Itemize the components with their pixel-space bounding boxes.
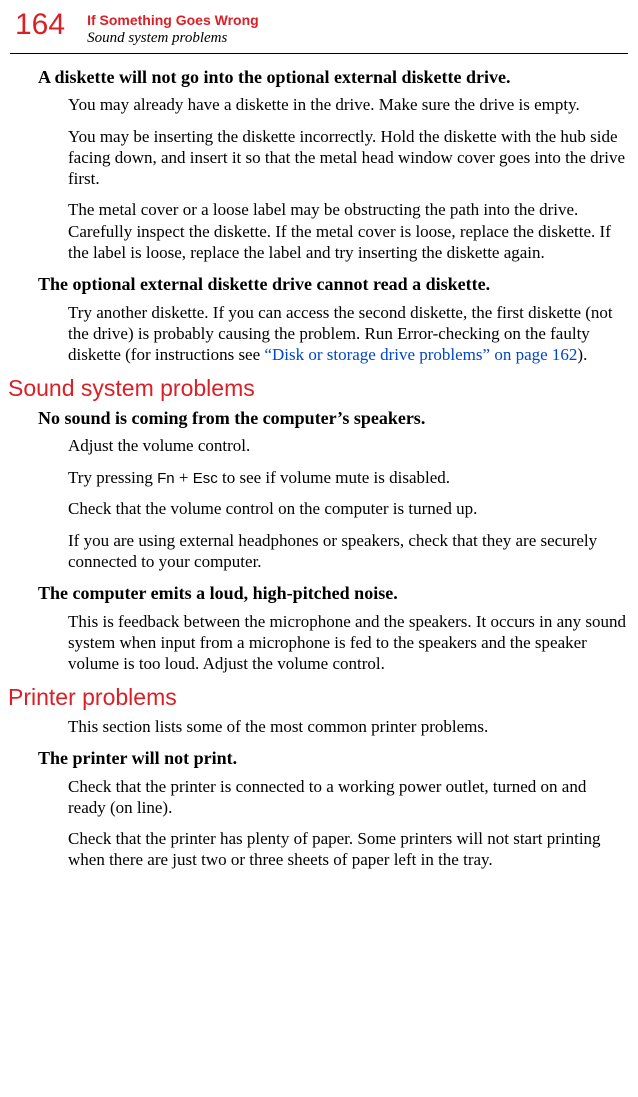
body-paragraph: This is feedback between the microphone … bbox=[68, 611, 628, 675]
body-paragraph: Check that the printer has plenty of pap… bbox=[68, 828, 628, 871]
section-heading: Sound system problems bbox=[8, 375, 628, 403]
problem-heading: The optional external diskette drive can… bbox=[38, 273, 628, 296]
key-esc: Esc bbox=[193, 470, 218, 487]
body-paragraph: Check that the volume control on the com… bbox=[68, 498, 628, 519]
body-paragraph: You may be inserting the diskette incorr… bbox=[68, 126, 628, 190]
body-paragraph: Check that the printer is connected to a… bbox=[68, 776, 628, 819]
cross-reference-link[interactable]: “Disk or storage drive problems” on page… bbox=[264, 345, 577, 364]
page-header: 164 If Something Goes Wrong Sound system… bbox=[10, 0, 628, 54]
body-paragraph: This section lists some of the most comm… bbox=[68, 716, 628, 737]
text-run: to see if volume mute is disabled. bbox=[218, 468, 450, 487]
section-title-header: Sound system problems bbox=[87, 29, 259, 47]
key-fn: Fn bbox=[157, 470, 175, 487]
body-paragraph: Try pressing Fn + Esc to see if volume m… bbox=[68, 467, 628, 489]
body-paragraph: Try another diskette. If you can access … bbox=[68, 302, 628, 366]
body-paragraph: You may already have a diskette in the d… bbox=[68, 94, 628, 115]
text-run: Try pressing bbox=[68, 468, 157, 487]
body-paragraph: The metal cover or a loose label may be … bbox=[68, 199, 628, 263]
text-run: + bbox=[175, 468, 193, 487]
chapter-title: If Something Goes Wrong bbox=[87, 12, 259, 29]
text-run: ). bbox=[577, 345, 587, 364]
problem-heading: The printer will not print. bbox=[38, 747, 628, 770]
section-heading: Printer problems bbox=[8, 684, 628, 712]
problem-heading: No sound is coming from the computer’s s… bbox=[38, 407, 628, 430]
page-number: 164 bbox=[15, 10, 65, 40]
page-content: A diskette will not go into the optional… bbox=[0, 66, 638, 871]
body-paragraph: If you are using external headphones or … bbox=[68, 530, 628, 573]
body-paragraph: Adjust the volume control. bbox=[68, 435, 628, 456]
problem-heading: The computer emits a loud, high-pitched … bbox=[38, 582, 628, 605]
problem-heading: A diskette will not go into the optional… bbox=[38, 66, 628, 89]
header-titles: If Something Goes Wrong Sound system pro… bbox=[87, 10, 259, 47]
